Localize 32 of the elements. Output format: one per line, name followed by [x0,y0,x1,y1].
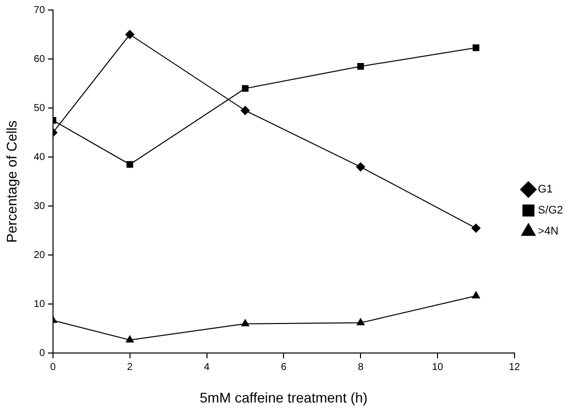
point [242,85,249,92]
point [471,224,480,233]
legend-label: G1 [538,184,553,196]
x-tick-label: 12 [508,362,520,373]
x-axis-title: 5mM caffeine treatment (h) [200,389,368,406]
y-tick-label: 20 [34,250,46,261]
y-tick-label: 30 [34,200,46,212]
legend-label: S/G2 [538,204,564,217]
y-tick-label: 40 [34,152,46,163]
y-tick-label: 60 [34,54,46,65]
point [357,63,364,70]
y-axis-title: Percentage of Cells [3,120,20,243]
point [472,44,480,52]
x-tick-label: 0 [50,362,56,373]
point [241,319,250,326]
point [126,335,134,342]
point [240,106,250,116]
legend-label: >4N [538,226,558,238]
y-tick-label: 0 [39,348,46,359]
point [356,162,366,172]
x-tick-label: 6 [280,362,287,373]
y-tick-label: 10 [34,298,46,310]
x-tick-label: 4 [204,362,210,373]
y-tick-label: 50 [34,102,46,114]
point [356,318,365,326]
point [472,291,480,298]
point [126,161,134,168]
x-tick-label: 10 [432,362,444,373]
x-tick-label: 2 [127,362,134,373]
point [125,30,134,40]
y-tick-label: 70 [34,4,46,16]
x-tick-label: 8 [358,362,364,373]
